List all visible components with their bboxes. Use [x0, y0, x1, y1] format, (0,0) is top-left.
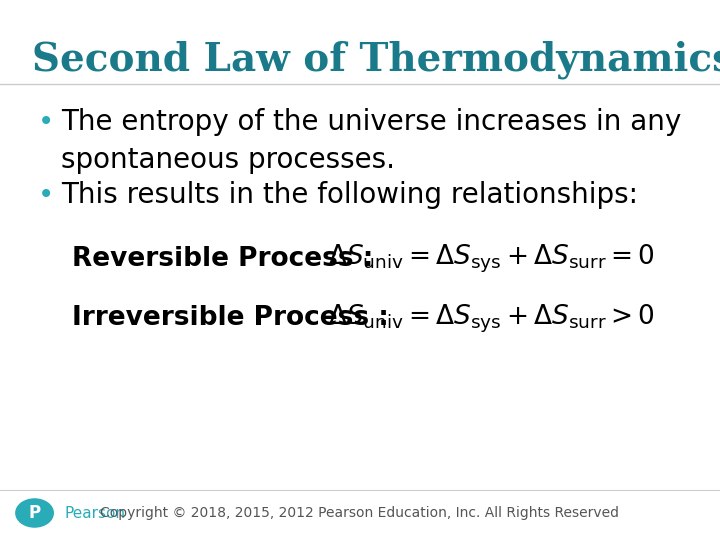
Text: •: • [37, 181, 54, 209]
Text: $\Delta S_{\mathrm{univ}} = \Delta S_{\mathrm{sys}} + \Delta S_{\mathrm{surr}} =: $\Delta S_{\mathrm{univ}} = \Delta S_{\m… [328, 243, 654, 275]
Text: spontaneous processes.: spontaneous processes. [61, 146, 395, 174]
Text: P: P [29, 504, 40, 522]
Circle shape [16, 499, 53, 527]
Text: Copyright © 2018, 2015, 2012 Pearson Education, Inc. All Rights Reserved: Copyright © 2018, 2015, 2012 Pearson Edu… [101, 506, 619, 520]
Text: Second Law of Thermodynamics: Second Law of Thermodynamics [32, 40, 720, 79]
Text: Reversible Process :: Reversible Process : [72, 246, 382, 272]
Text: •: • [37, 108, 54, 136]
Text: Irreversible Process :: Irreversible Process : [72, 305, 398, 331]
Text: $\Delta S_{\mathrm{univ}} = \Delta S_{\mathrm{sys}} + \Delta S_{\mathrm{surr}} >: $\Delta S_{\mathrm{univ}} = \Delta S_{\m… [328, 302, 654, 335]
Text: Pearson: Pearson [65, 505, 126, 521]
Text: This results in the following relationships:: This results in the following relationsh… [61, 181, 638, 209]
Text: The entropy of the universe increases in any: The entropy of the universe increases in… [61, 108, 681, 136]
